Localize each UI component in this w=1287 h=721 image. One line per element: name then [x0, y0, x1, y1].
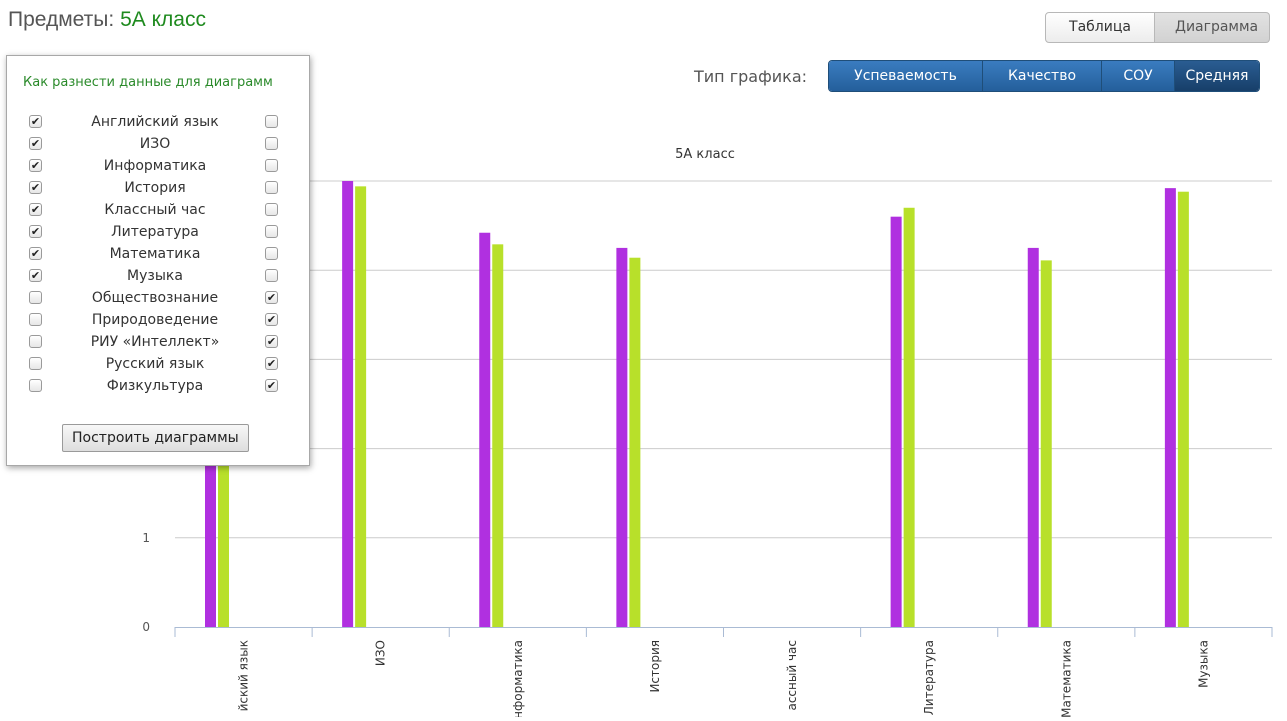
subject-row: Русский язык ✔ [7, 356, 311, 378]
left-checkbox[interactable] [29, 291, 42, 304]
right-checkbox[interactable] [265, 269, 278, 282]
left-checkbox[interactable] [29, 357, 42, 370]
subject-label: Обществознание [91, 290, 219, 306]
subject-row: ✔ Математика [7, 246, 311, 268]
chart-type-selector: Успеваемость Качество СОУ Средняя [828, 60, 1260, 92]
y-tick-label: 1 [142, 531, 150, 545]
chart-settings-panel: Как разнести данные для диаграмм ✔ Англий… [6, 55, 310, 466]
bar-series2 [1177, 191, 1189, 628]
left-checkbox[interactable]: ✔ [29, 181, 42, 194]
subject-row: ✔ Классный час [7, 202, 311, 224]
subject-label: История [124, 180, 186, 196]
subject-label: Физкультура [106, 378, 204, 394]
left-checkbox[interactable]: ✔ [29, 115, 42, 128]
chart-type-kachestvo-button[interactable]: Качество [983, 61, 1102, 91]
left-checkbox[interactable] [29, 379, 42, 392]
bar-series1 [1027, 247, 1039, 627]
subject-label: Классный час [104, 202, 206, 218]
subject-label: Природоведение [91, 312, 219, 328]
bar-series2 [903, 207, 915, 627]
table-view-button[interactable]: Таблица [1045, 12, 1155, 43]
subject-label: Литература [111, 224, 199, 240]
right-checkbox[interactable]: ✔ [265, 379, 278, 392]
bar-series1 [1164, 188, 1176, 628]
chart-type-average-button[interactable]: Средняя [1175, 61, 1259, 91]
x-category-label: История [648, 640, 662, 693]
right-checkbox[interactable] [265, 225, 278, 238]
subject-label: Английский язык [91, 114, 219, 130]
x-category-label: ИЗО [374, 640, 388, 666]
page-title-prefix: Предметы: [8, 8, 115, 31]
right-checkbox[interactable]: ✔ [265, 335, 278, 348]
right-checkbox[interactable]: ✔ [265, 357, 278, 370]
right-checkbox[interactable]: ✔ [265, 291, 278, 304]
left-checkbox[interactable]: ✔ [29, 225, 42, 238]
subject-label: РИУ «Интеллект» [90, 334, 220, 350]
chart-type-label: Тип графика: [694, 67, 808, 86]
chart-view-button[interactable]: Диаграмма [1155, 12, 1270, 43]
right-checkbox[interactable] [265, 247, 278, 260]
subject-row: ✔ История [7, 180, 311, 202]
subject-label: Математика [109, 246, 201, 262]
bar-series2 [355, 186, 367, 628]
bar-series1 [890, 216, 902, 627]
x-category-label: Математика [1059, 640, 1073, 717]
right-checkbox[interactable] [265, 181, 278, 194]
x-category-label: Музыка [1196, 640, 1210, 688]
left-checkbox[interactable] [29, 335, 42, 348]
left-checkbox[interactable]: ✔ [29, 247, 42, 260]
x-category-label: нформатика [511, 640, 525, 717]
x-category-label: Литература [922, 640, 936, 715]
right-checkbox[interactable] [265, 159, 278, 172]
subject-label: ИЗО [139, 136, 171, 152]
bar-series1 [616, 247, 628, 627]
bar-series2 [1040, 260, 1052, 627]
y-tick-label: 0 [142, 620, 150, 634]
subject-row: ✔ Английский язык [7, 114, 311, 136]
right-checkbox[interactable] [265, 115, 278, 128]
right-checkbox[interactable] [265, 203, 278, 216]
chart-type-sou-button[interactable]: СОУ [1102, 61, 1175, 91]
subject-row: ✔ Литература [7, 224, 311, 246]
subject-label: Русский язык [105, 356, 205, 372]
left-checkbox[interactable]: ✔ [29, 269, 42, 282]
left-checkbox[interactable]: ✔ [29, 159, 42, 172]
right-checkbox[interactable] [265, 137, 278, 150]
page-title: Предметы: 5А класс [8, 8, 206, 32]
subject-row: Природоведение ✔ [7, 312, 311, 334]
panel-title: Как разнести данные для диаграмм [23, 75, 273, 90]
bar-series2 [629, 257, 641, 627]
x-category-label: йский язык [237, 640, 251, 711]
bar-series2 [492, 244, 504, 627]
subject-row: Физкультура ✔ [7, 378, 311, 400]
view-toggle: Таблица Диаграмма [1045, 12, 1270, 43]
bar-series1 [342, 181, 354, 627]
subject-row: Обществознание ✔ [7, 290, 311, 312]
chart-title: 5А класс [675, 147, 735, 162]
subject-row: ✔ ИЗО [7, 136, 311, 158]
subject-label: Музыка [127, 268, 183, 284]
subject-label: Информатика [103, 158, 207, 174]
subject-row: РИУ «Интеллект» ✔ [7, 334, 311, 356]
page-title-class: 5А класс [120, 8, 206, 31]
left-checkbox[interactable] [29, 313, 42, 326]
bar-series1 [479, 232, 491, 627]
subject-row: ✔ Музыка [7, 268, 311, 290]
left-checkbox[interactable]: ✔ [29, 137, 42, 150]
right-checkbox[interactable]: ✔ [265, 313, 278, 326]
left-checkbox[interactable]: ✔ [29, 203, 42, 216]
build-charts-button[interactable]: Построить диаграммы [62, 424, 249, 452]
subject-row: ✔ Информатика [7, 158, 311, 180]
chart-type-uspevaemost-button[interactable]: Успеваемость [829, 61, 983, 91]
x-category-label: ассный час [785, 640, 799, 711]
